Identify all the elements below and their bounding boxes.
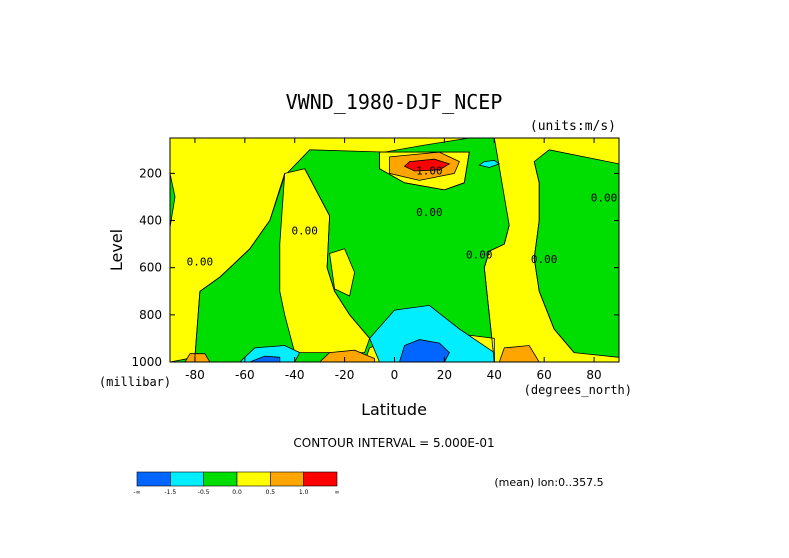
x-axis: -80 -60 -40 -20 0 20 40 60 80 bbox=[185, 138, 602, 382]
y-tick-label: 1000 bbox=[131, 355, 162, 369]
contour-label-4: 0.00 bbox=[466, 248, 493, 261]
y-axis: 200 400 600 800 1000 bbox=[131, 166, 619, 369]
chart-title: VWND_1980-DJF_NCEP bbox=[286, 90, 503, 114]
contour-lines bbox=[194, 151, 575, 362]
x-unit-label: (degrees_north) bbox=[524, 383, 632, 397]
mean-label: (mean) lon:0..357.5 bbox=[494, 476, 603, 489]
colorbar-swatch bbox=[303, 471, 338, 487]
x-tick-label: -20 bbox=[335, 368, 355, 382]
y-unit-label: (millibar) bbox=[99, 375, 171, 389]
x-tick-label: -40 bbox=[285, 368, 305, 382]
contour-label-5: 0.00 bbox=[531, 253, 558, 266]
y-tick-label: 200 bbox=[139, 166, 162, 180]
y-tick-label: 600 bbox=[139, 261, 162, 275]
x-tick-label: 80 bbox=[586, 368, 601, 382]
contour-label-3: 0.00 bbox=[291, 225, 318, 238]
colorbar-swatch bbox=[136, 471, 171, 487]
contour-labels: 1.00 0.00 0.00 0.00 0.00 0.00 0.00 bbox=[187, 165, 618, 269]
x-tick-label: 20 bbox=[437, 368, 452, 382]
contour-line-5 bbox=[379, 151, 470, 191]
contour-label-1: 0.00 bbox=[416, 206, 443, 219]
contour-line-2 bbox=[304, 168, 370, 339]
y-axis-label: Level bbox=[107, 229, 126, 271]
contour-region-15 bbox=[498, 345, 540, 362]
colorbar-label: 0.0 bbox=[232, 489, 242, 496]
y-tick-label: 800 bbox=[139, 308, 162, 322]
colorbar-swatch bbox=[170, 471, 204, 487]
colorbar-swatch bbox=[236, 471, 271, 487]
x-tick-label: 60 bbox=[537, 368, 552, 382]
contour-region-10 bbox=[399, 339, 450, 362]
contour-region-8 bbox=[403, 158, 451, 172]
colorbar-swatch bbox=[270, 471, 304, 487]
contour-line-3 bbox=[533, 161, 575, 353]
x-tick-label: -60 bbox=[235, 368, 255, 382]
colorbar-swatch bbox=[203, 471, 238, 487]
contour-line-1 bbox=[229, 173, 286, 268]
x-tick-label: 0 bbox=[391, 368, 399, 382]
units-label: (units:m/s) bbox=[530, 119, 616, 134]
colorbar-label: ∞ bbox=[335, 489, 340, 496]
contour-region-14 bbox=[184, 353, 211, 362]
x-tick-label: -80 bbox=[185, 368, 205, 382]
y-tick-label: 400 bbox=[139, 214, 162, 228]
colorbar-label: 0.5 bbox=[266, 489, 276, 496]
contour-region-9 bbox=[369, 304, 495, 362]
contour-line-4 bbox=[483, 225, 510, 362]
x-tick-label: 40 bbox=[487, 368, 502, 382]
colorbar-label: -∞ bbox=[133, 489, 140, 496]
contour-label-2: 0.00 bbox=[187, 255, 214, 268]
colorbar-label: -0.5 bbox=[198, 489, 210, 496]
filled-contours bbox=[170, 138, 619, 362]
contour-region-16 bbox=[478, 159, 501, 168]
contour-region-13 bbox=[319, 349, 375, 362]
contour-region-11 bbox=[239, 345, 301, 362]
contour-interval-label: CONTOUR INTERVAL = 5.000E-01 bbox=[293, 436, 494, 450]
contour-region-12 bbox=[249, 355, 281, 362]
x-axis-label: Latitude bbox=[361, 400, 427, 419]
contour-line-0 bbox=[194, 267, 231, 358]
contour-region-3 bbox=[329, 248, 356, 297]
colorbar-label: -1.5 bbox=[164, 489, 176, 496]
contour-label-0: 1.00 bbox=[416, 165, 443, 178]
contour-label-6: 0.00 bbox=[591, 192, 618, 205]
colorbar-label: 1.0 bbox=[299, 489, 309, 496]
colorbar: -∞ -1.5 -0.5 0.0 0.5 1.0 ∞ bbox=[133, 471, 340, 496]
